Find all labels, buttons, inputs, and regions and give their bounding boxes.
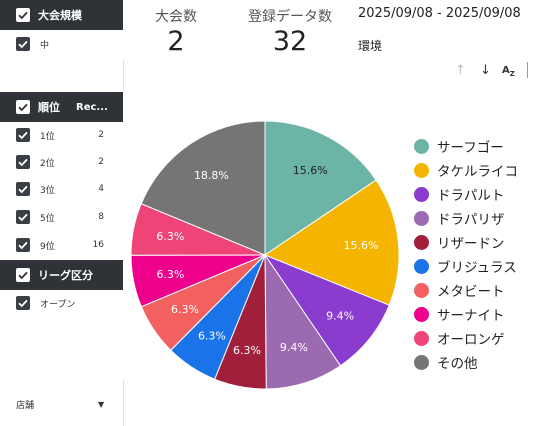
legend-item[interactable]: オーロンゲ	[414, 327, 505, 349]
legend-swatch	[414, 282, 429, 298]
pie-slice-label: 6.3%	[233, 344, 261, 357]
arrow-down-icon[interactable]: ↓	[480, 63, 491, 78]
pie-slice-label: 6.3%	[156, 230, 184, 243]
filter-option-count: 8	[98, 212, 104, 222]
filter-option-count: 2	[98, 130, 104, 140]
pie-slice-label: 15.6%	[293, 164, 328, 177]
legend-swatch	[414, 258, 429, 274]
filter-option[interactable]: 中	[0, 34, 123, 54]
checkbox-checked-icon[interactable]	[16, 8, 30, 22]
divider	[123, 60, 124, 90]
pie-slice[interactable]	[263, 179, 400, 306]
filter-option-count: 2	[98, 157, 104, 167]
legend-item[interactable]: ドラパルト	[414, 183, 504, 205]
toolbar-divider	[527, 62, 528, 78]
metric-label-tournaments: 大会数	[155, 9, 197, 25]
checkbox-checked-icon[interactable]	[16, 238, 30, 252]
filter-title-tournament-size: 大会規模	[38, 9, 82, 22]
filter-option-label: オープン	[40, 299, 76, 310]
filter-option-label: 中	[40, 40, 50, 51]
checkbox-checked-icon[interactable]	[16, 182, 30, 196]
filter-option[interactable]: オープン	[0, 293, 123, 313]
legend-item[interactable]: サーフゴー	[414, 135, 504, 157]
legend-item[interactable]: ドラパリザ	[414, 207, 504, 229]
sort-az-icon[interactable]: AZ	[502, 65, 515, 78]
metric-value-entries: 32	[272, 26, 308, 57]
legend-label: その他	[437, 356, 478, 372]
legend-label: オーロンゲ	[437, 332, 505, 348]
legend-label: タケルライコ	[437, 164, 518, 180]
filter-option-count: 4	[98, 184, 104, 194]
legend-item[interactable]: リザードン	[414, 231, 505, 253]
checkbox-checked-icon[interactable]	[16, 210, 30, 224]
filter-option[interactable]: 9位 16	[0, 235, 123, 255]
filter-header-tournament-size[interactable]: 大会規模	[0, 0, 123, 30]
store-dropdown[interactable]: 店舗 ▼	[0, 392, 123, 416]
legend-swatch	[414, 306, 429, 322]
legend-item[interactable]: メタビート	[414, 279, 505, 301]
filter-option-label: 2位	[40, 158, 55, 169]
pie-slice-label: 18.8%	[194, 169, 229, 182]
filter-header-league[interactable]: リーグ区分	[0, 260, 123, 290]
filter-title-rank: 順位	[38, 101, 60, 114]
filter-option-count: 16	[92, 240, 104, 250]
legend-item[interactable]: タケルライコ	[414, 159, 518, 181]
pie-slice-label: 6.3%	[171, 303, 199, 316]
legend-label: ドラパリザ	[437, 212, 505, 228]
legend-item[interactable]: その他	[414, 351, 478, 373]
checkbox-checked-icon[interactable]	[16, 296, 30, 310]
arrow-up-icon[interactable]: ↑	[455, 63, 466, 78]
environment-label: 環境	[358, 39, 383, 53]
checkbox-checked-icon[interactable]	[16, 155, 30, 169]
filter-sidebar: 大会規模 中 順位 Rec... 1位 2 2位 2 3位 4 5位 8 9位 …	[0, 0, 123, 426]
divider	[123, 380, 124, 426]
store-dropdown-label: 店舗	[16, 400, 35, 411]
checkbox-checked-icon[interactable]	[16, 268, 30, 282]
legend-item[interactable]: ブリジュラス	[414, 255, 517, 277]
column-header-record-count[interactable]: Rec...	[76, 101, 108, 113]
checkbox-checked-icon[interactable]	[16, 128, 30, 142]
filter-option-label: 3位	[40, 185, 55, 196]
legend-swatch	[414, 354, 429, 370]
filter-option[interactable]: 3位 4	[0, 179, 123, 199]
filter-option-label: 1位	[40, 131, 55, 142]
legend-item[interactable]: サーナイト	[414, 303, 505, 325]
date-range-picker[interactable]: 2025/09/08 - 2025/09/08	[358, 6, 521, 21]
filter-option-label: 5位	[40, 213, 55, 224]
legend-swatch	[414, 138, 429, 154]
metric-label-entries: 登録データ数	[248, 9, 332, 25]
legend-label: リザードン	[437, 236, 505, 252]
pie-slice-label: 6.3%	[198, 330, 226, 343]
pie-slice[interactable]	[264, 120, 377, 256]
filter-header-rank[interactable]: 順位 Rec...	[0, 92, 123, 122]
pie-slice-label: 9.4%	[280, 341, 308, 354]
pie-slice-label: 15.6%	[343, 239, 378, 252]
pie-slice[interactable]	[263, 253, 390, 367]
filter-option[interactable]: 1位 2	[0, 125, 123, 145]
pie-slice-label: 6.3%	[156, 268, 184, 281]
caret-down-icon[interactable]: ▼	[98, 399, 105, 409]
legend-swatch	[414, 162, 429, 178]
metric-value-tournaments: 2	[167, 26, 185, 57]
checkbox-checked-icon[interactable]	[16, 100, 30, 114]
legend-swatch	[414, 330, 429, 346]
legend-swatch	[414, 210, 429, 226]
checkbox-checked-icon[interactable]	[16, 37, 30, 51]
filter-title-league: リーグ区分	[38, 269, 93, 282]
legend-label: ドラパルト	[437, 188, 505, 204]
filter-option[interactable]: 5位 8	[0, 207, 123, 227]
legend-label: サーナイト	[437, 308, 505, 324]
filter-option[interactable]: 2位 2	[0, 152, 123, 172]
pie-slice-label: 9.4%	[326, 310, 354, 323]
legend-swatch	[414, 234, 429, 250]
pie-slice[interactable]	[140, 120, 266, 256]
legend-swatch	[414, 186, 429, 202]
legend-label: メタビート	[437, 284, 505, 300]
filter-option-label: 9位	[40, 241, 55, 252]
legend-label: ブリジュラス	[437, 260, 517, 276]
legend-label: サーフゴー	[437, 140, 504, 156]
pie-slice[interactable]	[264, 253, 342, 390]
